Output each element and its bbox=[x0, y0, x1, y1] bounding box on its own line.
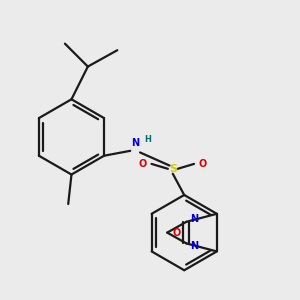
Text: O: O bbox=[172, 228, 180, 238]
Text: H: H bbox=[144, 135, 151, 144]
Text: N: N bbox=[190, 214, 199, 224]
Text: N: N bbox=[190, 241, 199, 251]
Text: S: S bbox=[169, 164, 177, 174]
Text: N: N bbox=[131, 138, 139, 148]
Text: O: O bbox=[199, 159, 207, 169]
Text: O: O bbox=[138, 159, 147, 169]
